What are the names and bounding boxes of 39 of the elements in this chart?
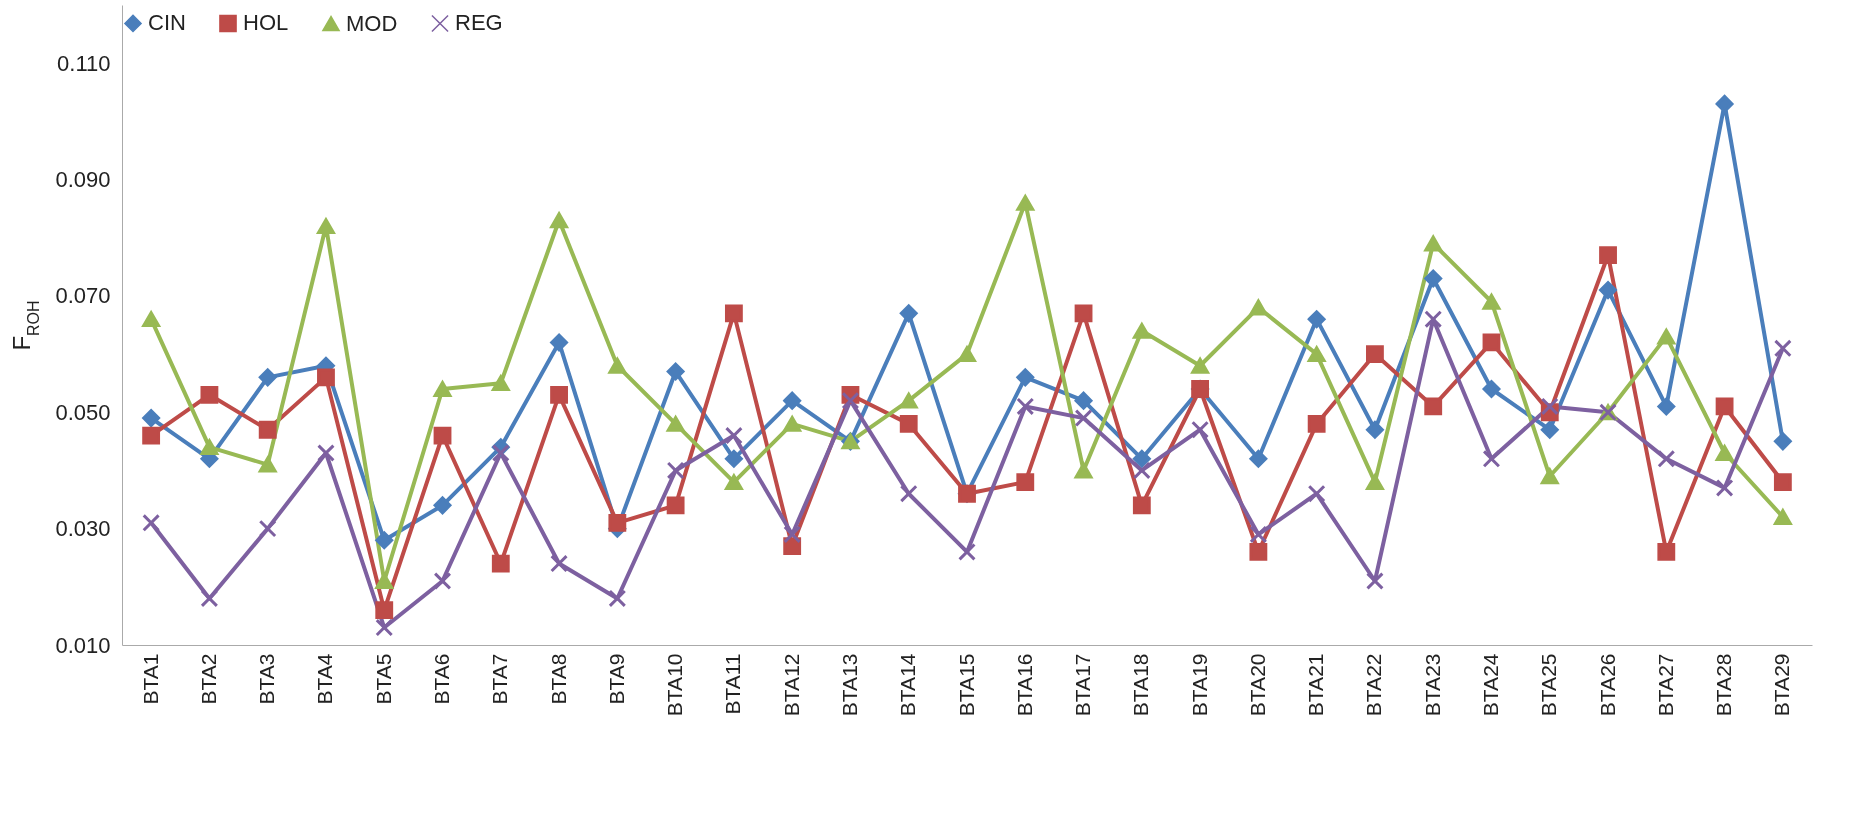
- x-tick-label: BTA15: [954, 653, 978, 717]
- x-tick-label: BTA22: [1362, 653, 1386, 717]
- x-tick-label: BTA9: [604, 653, 628, 705]
- x-tick-label: BTA29: [1770, 653, 1794, 717]
- y-tick-label: 0.070: [55, 283, 111, 309]
- legend-label: MOD: [346, 10, 398, 36]
- legend-label: HOL: [243, 10, 289, 36]
- x-tick-label: BTA13: [837, 653, 861, 717]
- x-tick-label: BTA3: [255, 653, 279, 705]
- y-tick-label: 0.010: [55, 632, 111, 658]
- x-tick-label: BTA7: [488, 653, 512, 705]
- x-tick-label: BTA5: [371, 653, 395, 705]
- x-tick-label: BTA2: [196, 653, 220, 705]
- y-tick-label: 0.050: [55, 399, 111, 425]
- y-tick-label: 0.030: [55, 516, 111, 542]
- x-tick-label: BTA28: [1712, 653, 1736, 717]
- x-tick-label: BTA19: [1187, 653, 1211, 717]
- x-tick-label: BTA18: [1129, 653, 1153, 717]
- x-tick-label: BTA10: [663, 653, 687, 717]
- x-tick-label: BTA24: [1478, 653, 1502, 717]
- x-tick-label: BTA11: [721, 653, 745, 715]
- x-tick-label: BTA17: [1071, 653, 1095, 717]
- legend-label: REG: [455, 10, 503, 36]
- y-tick-label: 0.110: [57, 50, 111, 76]
- y-tick-label: 0.090: [55, 167, 111, 193]
- x-tick-label: BTA26: [1595, 653, 1619, 717]
- x-tick-label: BTA12: [779, 653, 803, 717]
- x-tick-label: BTA4: [313, 653, 337, 705]
- x-tick-label: BTA21: [1304, 653, 1328, 717]
- x-tick-label: BTA16: [1012, 653, 1036, 717]
- x-tick-label: BTA23: [1420, 653, 1444, 717]
- x-tick-label: BTA1: [138, 653, 162, 705]
- x-tick-label: BTA6: [430, 653, 454, 705]
- x-tick-label: BTA27: [1653, 653, 1677, 717]
- legend-label: CIN: [148, 10, 186, 36]
- x-tick-label: BTA14: [896, 653, 920, 717]
- x-tick-label: BTA20: [1245, 653, 1269, 717]
- x-tick-label: BTA8: [546, 653, 570, 705]
- x-tick-label: BTA25: [1537, 653, 1561, 717]
